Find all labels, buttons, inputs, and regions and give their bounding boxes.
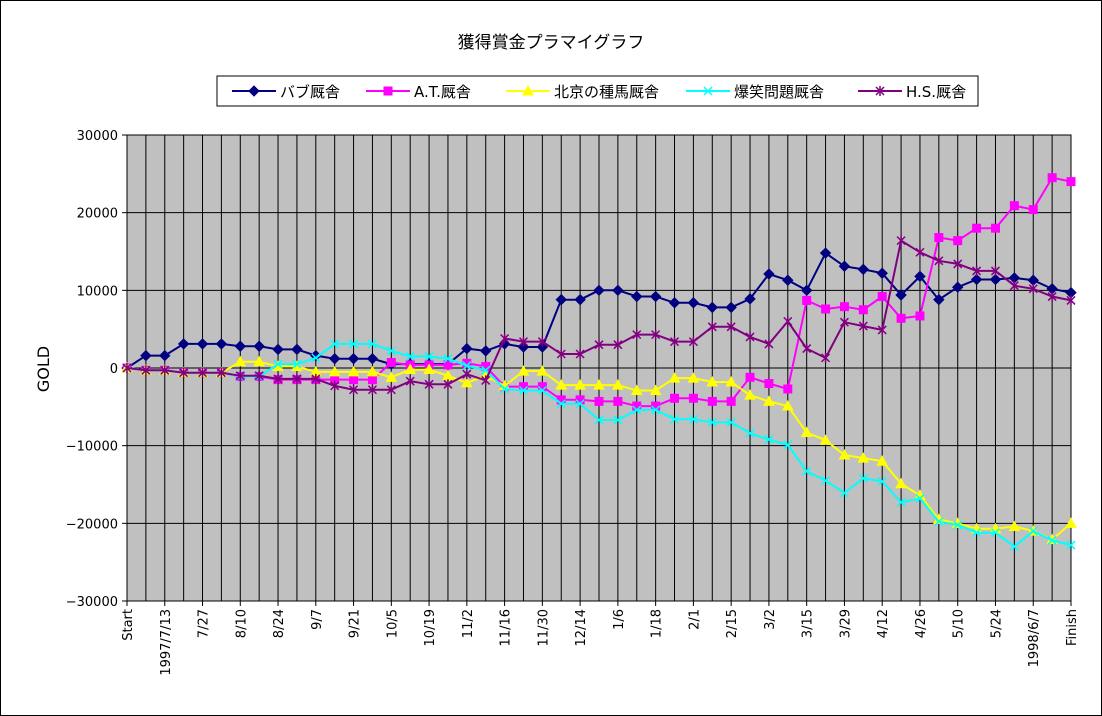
data-point (784, 385, 792, 393)
y-tick-label: −10000 (66, 440, 118, 455)
x-tick-label: 1/6 (612, 609, 627, 630)
data-point (350, 376, 358, 384)
y-tick-label: 20000 (77, 207, 118, 222)
x-tick-label: Start (121, 609, 136, 641)
data-point (916, 312, 924, 320)
data-point (859, 306, 867, 314)
data-point (368, 376, 376, 384)
x-tick-label: 5/24 (989, 609, 1004, 638)
x-tick-label: 3/15 (801, 609, 816, 638)
x-tick-label: 4/26 (914, 609, 929, 638)
data-point (633, 402, 641, 410)
data-point (614, 397, 622, 405)
data-point (595, 397, 603, 405)
x-tick-label: 12/14 (574, 609, 589, 646)
data-point (1067, 178, 1075, 186)
x-tick-label: Finish (1065, 609, 1080, 646)
y-tick-label: −20000 (66, 517, 118, 532)
data-point (935, 234, 943, 242)
data-point (727, 397, 735, 405)
x-tick-label: 5/10 (952, 609, 967, 638)
data-point (1048, 174, 1056, 182)
legend-swatch-marker (384, 87, 392, 95)
x-tick-label: 11/2 (461, 609, 476, 638)
y-axis-label: GOLD (34, 346, 53, 392)
x-tick-label: 10/19 (423, 609, 438, 646)
plot-area: 30000 20000 10000 0 −10000 −20000 −30000Start 1… (66, 129, 1080, 676)
legend-label: A.T.厩舎 (414, 83, 471, 101)
x-tick-label: 8/10 (234, 609, 249, 638)
x-tick-label: 1997/7/13 (159, 609, 174, 676)
x-tick-label: 4/12 (876, 609, 891, 638)
data-point (1010, 202, 1018, 210)
data-point (708, 397, 716, 405)
x-tick-label: 11/30 (536, 609, 551, 646)
data-point (387, 359, 395, 367)
data-point (746, 373, 754, 381)
legend: バブ厩舎 A.T.厩舎 北京の種馬厩舎 爆笑問題厩舎 H.S.厩舎 (217, 76, 978, 106)
data-point (840, 303, 848, 311)
x-tick-label: 3/2 (763, 609, 778, 630)
legend-label: 爆笑問題厩舎 (734, 83, 824, 101)
y-tick-label: −30000 (66, 595, 118, 610)
data-point (954, 237, 962, 245)
x-tick-label: 8/24 (272, 609, 287, 638)
data-point (576, 396, 584, 404)
data-point (671, 394, 679, 402)
data-point (973, 224, 981, 232)
x-tick-label: 9/21 (348, 609, 363, 638)
y-tick-label: 30000 (77, 129, 118, 144)
x-tick-label: 1/18 (650, 609, 665, 638)
chart-title: 獲得賞金プラマイグラフ (458, 33, 645, 53)
x-tick-label: 1998/6/7 (1027, 609, 1042, 667)
data-point (1029, 206, 1037, 214)
legend-label: バブ厩舎 (280, 83, 340, 101)
data-point (878, 293, 886, 301)
x-tick-label: 2/1 (687, 609, 702, 630)
x-tick-label: 11/16 (499, 609, 514, 646)
y-tick-label: 10000 (77, 284, 118, 299)
data-point (652, 402, 660, 410)
data-point (538, 383, 546, 391)
data-point (765, 380, 773, 388)
data-point (803, 296, 811, 304)
y-tick-label: 0 (110, 362, 118, 377)
data-point (897, 314, 905, 322)
legend-label: H.S.厩舎 (906, 83, 966, 101)
x-tick-label: 7/27 (197, 609, 212, 638)
data-point (689, 394, 697, 402)
data-point (822, 305, 830, 313)
x-tick-label: 10/5 (385, 609, 400, 638)
x-tick-label: 2/15 (725, 609, 740, 638)
data-point (991, 224, 999, 232)
legend-label: 北京の種馬厩舎 (554, 83, 659, 101)
x-tick-label: 9/7 (310, 609, 325, 630)
x-tick-label: 3/29 (838, 609, 853, 638)
